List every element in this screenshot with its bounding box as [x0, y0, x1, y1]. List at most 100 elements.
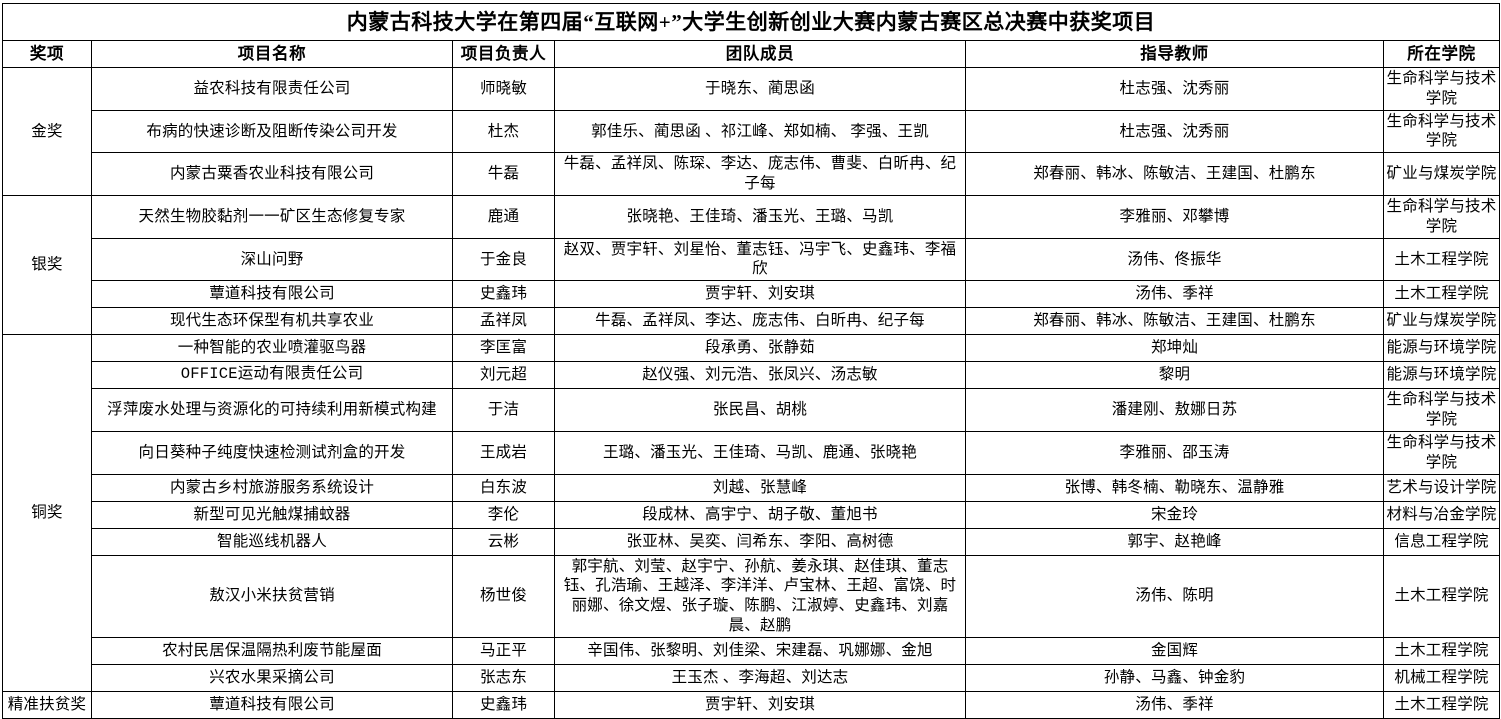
cell-college: 艺术与设计学院	[1383, 473, 1500, 502]
cell-leader: 王成岩	[452, 430, 555, 475]
cell-project: 现代生态环保型有机共享农业	[91, 307, 453, 336]
column-header-team: 团队成员	[554, 40, 966, 68]
cell-college: 能源与环境学院	[1383, 334, 1500, 363]
cell-college: 信息工程学院	[1383, 527, 1500, 556]
cell-project: 向日葵种子纯度快速检测试剂盒的开发	[91, 430, 453, 475]
cell-college: 土木工程学院	[1383, 237, 1500, 282]
cell-team: 辛国伟、张黎明、刘佳梁、宋建磊、巩娜娜、金旭	[554, 636, 966, 665]
table-row: 蕈道科技有限公司 史鑫玮 贾宇轩、刘安琪 汤伟、季祥 土木工程学院	[3, 280, 1500, 309]
cell-team: 牛磊、孟祥凤、陈琛、李达、庞志伟、曹斐、白昕冉、纪子每	[554, 152, 966, 196]
cell-leader: 师晓敏	[452, 67, 555, 111]
cell-teacher: 汤伟、季祥	[965, 280, 1384, 309]
cell-college: 生命科学与技术学院	[1383, 109, 1500, 154]
cell-project: 天然生物胶黏剂一一矿区生态修复专家	[91, 194, 453, 239]
cell-team: 牛磊、孟祥凤、李达、庞志伟、白昕冉、纪子每	[554, 307, 966, 336]
column-header-college: 所在学院	[1383, 40, 1500, 68]
column-header-project: 项目名称	[91, 40, 453, 68]
cell-project: 深山问野	[91, 237, 453, 282]
cell-college: 土木工程学院	[1383, 690, 1500, 719]
cell-team: 张晓艳、王佳琦、潘玉光、王璐、马凯	[554, 194, 966, 239]
table-row: 智能巡线机器人 云彬 张亚林、吴奕、闫希东、李阳、高树德 郭宇、赵艳峰 信息工程…	[3, 527, 1500, 556]
cell-teacher: 金国辉	[965, 636, 1384, 665]
cell-teacher: 郑春丽、韩冰、陈敏洁、王建国、杜鹏东	[965, 152, 1384, 196]
cell-college: 矿业与煤炭学院	[1383, 307, 1500, 336]
cell-team: 段承勇、张静茹	[554, 334, 966, 363]
cell-teacher: 李雅丽、邵玉涛	[965, 430, 1384, 475]
table-row: OFFICE运动有限责任公司 刘元超 赵仪强、刘元浩、张凤兴、汤志敏 黎明 能源…	[3, 361, 1500, 390]
cell-leader: 李匡富	[452, 334, 555, 363]
column-header-leader: 项目负责人	[452, 40, 555, 68]
cell-team: 郭佳乐、蔺思函 、祁江峰、郑如楠、 李强、王凯	[554, 109, 966, 154]
cell-project: 内蒙古粟香农业科技有限公司	[91, 152, 453, 196]
table-title-row: 内蒙古科技大学在第四届“互联网+”大学生创新创业大赛内蒙古赛区总决赛中获奖项目	[2, 3, 1500, 41]
cell-college: 土木工程学院	[1383, 554, 1500, 638]
table-row: 铜奖 一种智能的农业喷灌驱鸟器 李匡富 段承勇、张静茹 郑坤灿 能源与环境学院	[2, 334, 1500, 692]
cell-college: 矿业与煤炭学院	[1383, 152, 1500, 196]
award-group-silver: 银奖	[2, 194, 92, 336]
table-row: 内蒙古粟香农业科技有限公司 牛磊 牛磊、孟祥凤、陈琛、李达、庞志伟、曹斐、白昕冉…	[3, 152, 1500, 196]
table-header-row: 奖项 项目名称 项目负责人 团队成员 指导教师 所在学院	[2, 40, 1500, 68]
table-row: 内蒙古乡村旅游服务系统设计 白东波 刘越、张慧峰 张博、韩冬楠、勒晓东、温静雅 …	[3, 473, 1500, 502]
table-row: 敖汉小米扶贫营销 杨世俊 郭宇航、刘莹、赵宇宁、孙航、姜永琪、赵佳琪、董志钰、孔…	[3, 554, 1500, 638]
cell-project: 兴农水果采摘公司	[91, 663, 453, 692]
cell-leader: 白东波	[452, 473, 555, 502]
award-group-poverty: 精准扶贫奖	[2, 690, 92, 719]
cell-leader: 史鑫玮	[452, 690, 555, 719]
column-header-award: 奖项	[2, 40, 92, 68]
cell-college: 材料与冶金学院	[1383, 500, 1500, 529]
table-row: 新型可见光触煤捕蚊器 李伦 段成林、高宇宁、胡子敬、董旭书 宋金玲 材料与冶金学…	[3, 500, 1500, 529]
cell-project: 浮萍废水处理与资源化的可持续利用新模式构建	[91, 388, 453, 432]
cell-teacher: 杜志强、沈秀丽	[965, 109, 1384, 154]
cell-teacher: 郑坤灿	[965, 334, 1384, 363]
page-title: 内蒙古科技大学在第四届“互联网+”大学生创新创业大赛内蒙古赛区总决赛中获奖项目	[2, 3, 1500, 41]
cell-project: 敖汉小米扶贫营销	[91, 554, 453, 638]
cell-project: 农村民居保温隔热利废节能屋面	[91, 636, 453, 665]
cell-teacher: 汤伟、佟振华	[965, 237, 1384, 282]
cell-college: 土木工程学院	[1383, 280, 1500, 309]
table-row: 兴农水果采摘公司 张志东 王玉杰 、李海超、刘达志 孙静、马鑫、钟金豹 机械工程…	[3, 663, 1500, 692]
cell-college: 生命科学与技术学院	[1383, 67, 1500, 111]
cell-teacher: 张博、韩冬楠、勒晓东、温静雅	[965, 473, 1384, 502]
cell-team: 于晓东、蔺思函	[554, 67, 966, 111]
cell-team: 贾宇轩、刘安琪	[554, 690, 966, 719]
cell-project: 益农科技有限责任公司	[91, 67, 453, 111]
cell-teacher: 孙静、马鑫、钟金豹	[965, 663, 1384, 692]
cell-leader: 于洁	[452, 388, 555, 432]
cell-team: 段成林、高宇宁、胡子敬、董旭书	[554, 500, 966, 529]
cell-leader: 鹿通	[452, 194, 555, 239]
award-group-gold: 金奖	[2, 67, 92, 196]
cell-project: 内蒙古乡村旅游服务系统设计	[91, 473, 453, 502]
cell-teacher: 汤伟、季祥	[965, 690, 1384, 719]
cell-leader: 云彬	[452, 527, 555, 556]
cell-leader: 孟祥凤	[452, 307, 555, 336]
cell-college: 生命科学与技术学院	[1383, 430, 1500, 475]
cell-team: 赵仪强、刘元浩、张凤兴、汤志敏	[554, 361, 966, 390]
award-table-page: 内蒙古科技大学在第四届“互联网+”大学生创新创业大赛内蒙古赛区总决赛中获奖项目 …	[2, 3, 1500, 719]
cell-teacher: 潘建刚、敖娜日苏	[965, 388, 1384, 432]
cell-teacher: 汤伟、陈明	[965, 554, 1384, 638]
award-group-bronze: 铜奖	[2, 334, 92, 692]
table-row: 农村民居保温隔热利废节能屋面 马正平 辛国伟、张黎明、刘佳梁、宋建磊、巩娜娜、金…	[3, 636, 1500, 665]
cell-leader: 于金良	[452, 237, 555, 282]
cell-team: 张亚林、吴奕、闫希东、李阳、高树德	[554, 527, 966, 556]
table-row: 精准扶贫奖 蕈道科技有限公司 史鑫玮 贾宇轩、刘安琪 汤伟、季祥 土木工程学院	[2, 690, 1500, 719]
cell-team: 张民昌、胡桃	[554, 388, 966, 432]
cell-leader: 史鑫玮	[452, 280, 555, 309]
cell-college: 生命科学与技术学院	[1383, 194, 1500, 239]
table-row: 金奖 益农科技有限责任公司 师晓敏 于晓东、蔺思函 杜志强、沈秀丽 生命科学与技…	[2, 67, 1500, 196]
table-row: 深山问野 于金良 赵双、贾宇轩、刘星怡、董志钰、冯宇飞、史鑫玮、李福欣 汤伟、佟…	[3, 237, 1500, 282]
cell-leader: 马正平	[452, 636, 555, 665]
cell-project: 新型可见光触煤捕蚊器	[91, 500, 453, 529]
table-row: 银奖 天然生物胶黏剂一一矿区生态修复专家 鹿通 张晓艳、王佳琦、潘玉光、王璐、马…	[2, 194, 1500, 336]
cell-team: 郭宇航、刘莹、赵宇宁、孙航、姜永琪、赵佳琪、董志钰、孔浩瑜、王越泽、李洋洋、卢宝…	[554, 554, 966, 638]
cell-project: 一种智能的农业喷灌驱鸟器	[91, 334, 453, 363]
cell-teacher: 杜志强、沈秀丽	[965, 67, 1384, 111]
cell-college: 机械工程学院	[1383, 663, 1500, 692]
cell-college: 能源与环境学院	[1383, 361, 1500, 390]
award-results-table: 内蒙古科技大学在第四届“互联网+”大学生创新创业大赛内蒙古赛区总决赛中获奖项目 …	[2, 3, 1500, 719]
table-row: 向日葵种子纯度快速检测试剂盒的开发 王成岩 王璐、潘玉光、王佳琦、马凯、鹿通、张…	[3, 430, 1500, 475]
cell-project: 智能巡线机器人	[91, 527, 453, 556]
cell-teacher: 郑春丽、韩冰、陈敏洁、王建国、杜鹏东	[965, 307, 1384, 336]
table-row: 浮萍废水处理与资源化的可持续利用新模式构建 于洁 张民昌、胡桃 潘建刚、敖娜日苏…	[3, 388, 1500, 432]
cell-leader: 杨世俊	[452, 554, 555, 638]
